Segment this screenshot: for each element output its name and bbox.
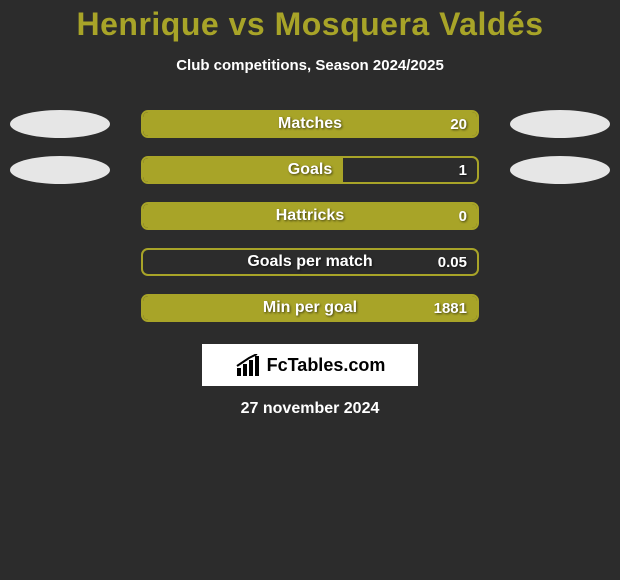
stat-value-right: 1881 — [434, 300, 467, 317]
stat-rows: Matches20 Goals1 Hattricks0 Goals per match… — [0, 110, 620, 322]
stat-value-right: 0.05 — [438, 254, 467, 271]
stat-bar: Goals per match0.05 — [141, 248, 479, 276]
stat-row: Min per goal1881 — [0, 294, 620, 322]
stat-label: Matches — [143, 115, 477, 133]
footer-logo: FcTables.com — [202, 344, 418, 386]
stat-value-right: 1 — [459, 162, 467, 179]
footer-logo-text: FcTables.com — [267, 355, 386, 376]
stat-label: Hattricks — [143, 207, 477, 225]
comparison-chart: Henrique vs Mosquera Valdés Club competi… — [0, 0, 620, 418]
stat-row: Goals per match0.05 — [0, 248, 620, 276]
stat-row: Matches20 — [0, 110, 620, 138]
stat-label: Goals — [143, 161, 477, 179]
stat-bar: Matches20 — [141, 110, 479, 138]
stat-label: Min per goal — [143, 299, 477, 317]
player-ellipse-right — [510, 156, 610, 184]
stat-row: Hattricks0 — [0, 202, 620, 230]
player-ellipse-left — [10, 110, 110, 138]
page-title: Henrique vs Mosquera Valdés — [0, 6, 620, 43]
stat-row: Goals1 — [0, 156, 620, 184]
stat-bar: Goals1 — [141, 156, 479, 184]
stat-value-right: 0 — [459, 208, 467, 225]
footer-date: 27 november 2024 — [0, 400, 620, 418]
stat-bar: Hattricks0 — [141, 202, 479, 230]
subtitle: Club competitions, Season 2024/2025 — [0, 57, 620, 74]
player-ellipse-left — [10, 156, 110, 184]
player-ellipse-right — [510, 110, 610, 138]
stat-bar: Min per goal1881 — [141, 294, 479, 322]
bar-chart-icon — [235, 354, 261, 376]
stat-value-right: 20 — [450, 116, 467, 133]
stat-label: Goals per match — [143, 253, 477, 271]
